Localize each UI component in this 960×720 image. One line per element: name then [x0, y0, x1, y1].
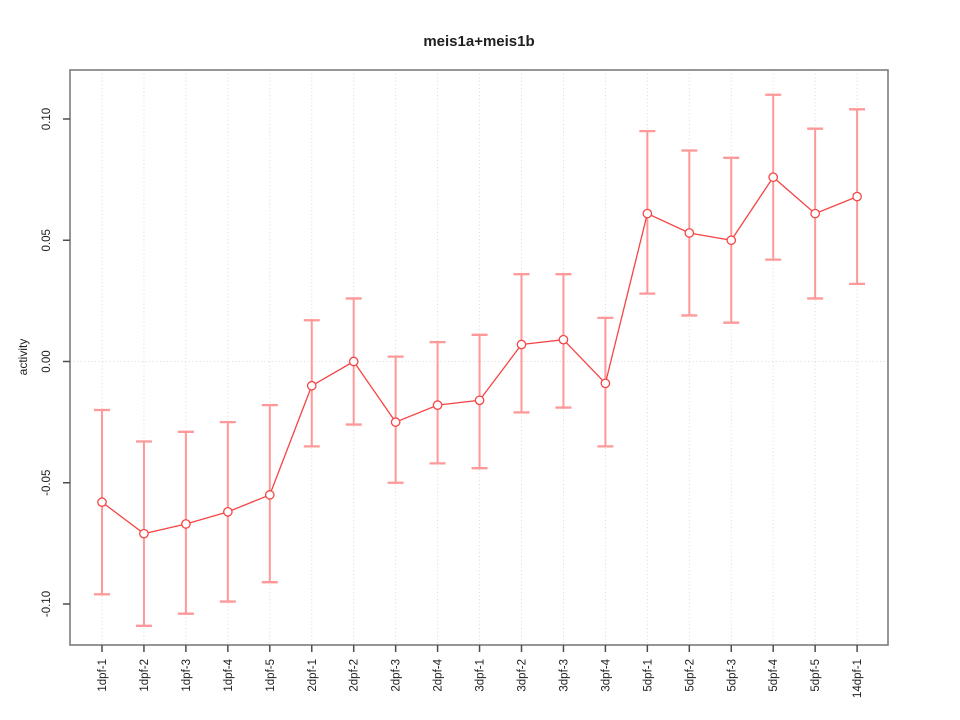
y-tick-label: 0.10 — [41, 108, 53, 130]
data-point — [139, 528, 149, 539]
x-tick-label: 2dpf-4 — [433, 658, 445, 691]
x-tick-label: 5dpf-3 — [726, 659, 738, 692]
data-point — [348, 356, 359, 367]
x-tick-label: 3dpf-3 — [558, 659, 570, 692]
x-tick-label: 14dpf-1 — [852, 659, 864, 698]
y-axis-label: activity — [16, 339, 30, 376]
x-tick-label: 5dpf-4 — [768, 658, 780, 691]
data-point — [810, 208, 821, 219]
y-tick-label: -0.05 — [41, 470, 53, 496]
data-point — [516, 339, 527, 350]
y-tick-label: 0.05 — [41, 229, 53, 251]
x-tick-label: 5dpf-2 — [684, 659, 696, 692]
data-point — [264, 490, 275, 500]
data-point — [600, 378, 611, 389]
y-tick-label: 0.00 — [41, 350, 53, 372]
data-point — [726, 235, 737, 246]
data-point — [474, 395, 485, 406]
x-tick-label: 5dpf-5 — [810, 659, 822, 692]
x-tick-label: 2dpf-1 — [307, 659, 319, 692]
x-tick-label: 2dpf-3 — [391, 659, 403, 692]
data-point — [768, 172, 779, 183]
data-point — [852, 191, 862, 202]
y-tick-labels: 0.10 0.05 0.00 -0.05 -0.10 — [41, 108, 53, 617]
x-tick-label: 3dpf-4 — [600, 658, 612, 691]
axis-ticks — [63, 118, 858, 652]
data-point — [390, 417, 401, 427]
x-tick-label: 2dpf-2 — [349, 659, 361, 692]
data-point — [558, 334, 569, 345]
x-tick-label: 5dpf-1 — [642, 659, 654, 692]
x-tick-label: 1dpf-3 — [181, 659, 193, 692]
x-tick-label: 3dpf-2 — [517, 659, 529, 692]
x-tick-label: 3dpf-1 — [475, 659, 487, 692]
data-point — [642, 208, 653, 219]
error-bars — [94, 93, 866, 627]
x-tick-label: 1dpf-2 — [139, 659, 151, 692]
data-point — [181, 519, 191, 529]
x-tick-label: 1dpf-1 — [97, 659, 109, 692]
data-point — [97, 497, 107, 507]
y-tick-label: -0.10 — [41, 591, 53, 617]
x-tick-label: 1dpf-5 — [265, 659, 277, 692]
chart-title: meis1a+meis1b — [423, 33, 534, 50]
x-tick-label: 1dpf-4 — [223, 658, 235, 691]
x-tick-labels: 1dpf-1 1dpf-2 1dpf-3 1dpf-4 1dpf-5 2dpf-1 2dpf… — [97, 658, 864, 698]
data-points — [97, 172, 862, 539]
data-point — [223, 506, 233, 517]
data-point — [432, 400, 443, 410]
data-point — [684, 228, 695, 238]
data-point — [306, 380, 317, 391]
